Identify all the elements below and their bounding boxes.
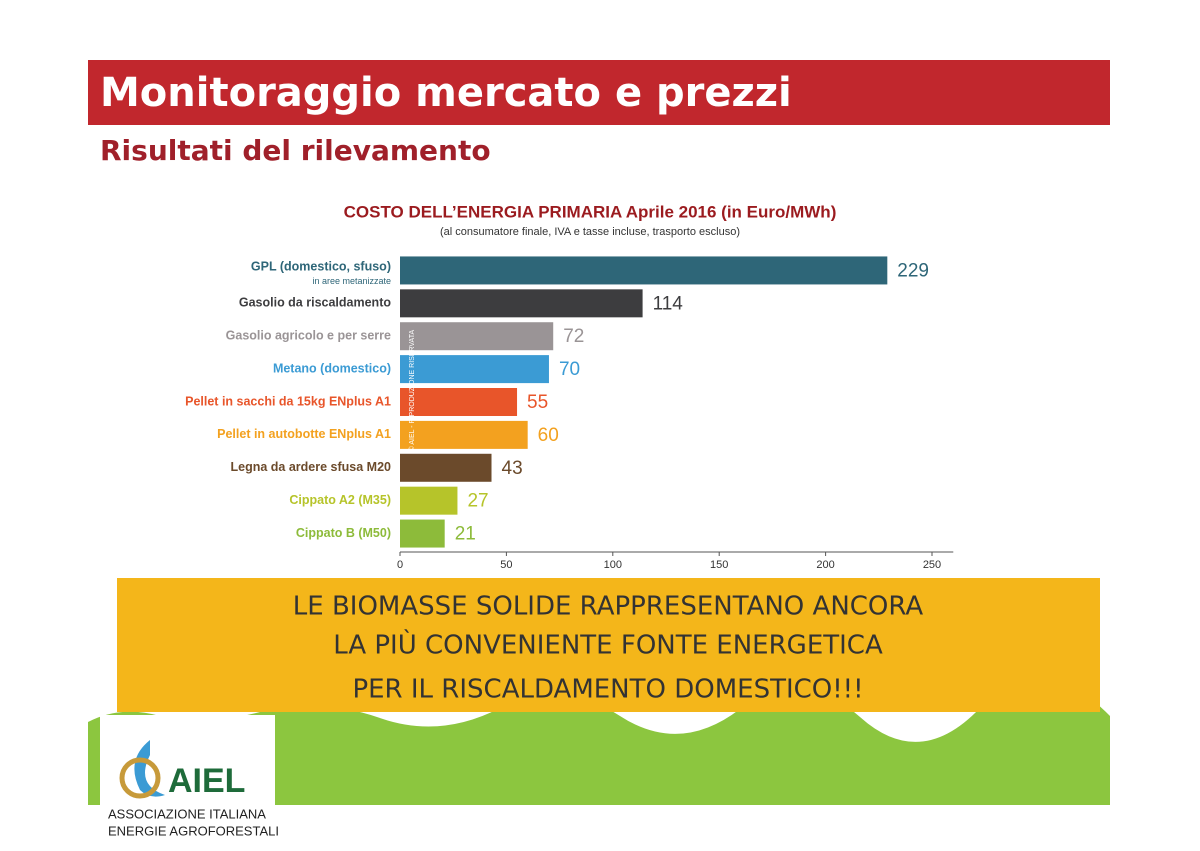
bar [400, 453, 492, 482]
category-label: Metano (domestico) [273, 361, 391, 375]
category-label: Gasolio da riscaldamento [239, 296, 391, 310]
chart: 0 50 100 150 200 250 GPL (domestico, sfuso) 229… [185, 256, 954, 571]
x-tick-label: 50 [500, 559, 512, 571]
header-bar [88, 60, 1110, 125]
category-label: Cippato A2 (M35) [289, 493, 391, 507]
bar [400, 420, 528, 449]
x-tick-label: 250 [923, 559, 941, 571]
value-label: 70 [559, 359, 580, 380]
logo-ring [119, 757, 161, 799]
logo-flame [134, 740, 165, 797]
value-label: 72 [563, 326, 584, 347]
category-label: Gasolio agricolo e per serre [226, 329, 391, 343]
category-label: Pellet in autobotte ENplus A1 [217, 427, 391, 441]
slide-subtitle: Risultati del rilevamento [100, 134, 491, 167]
category-note: in aree metanizzate [312, 276, 391, 286]
slide-title: Monitoraggio mercato e prezzi [100, 70, 792, 116]
bar [400, 256, 888, 285]
value-label: 27 [467, 491, 488, 512]
chart-subtitle: (al consumatore finale, IVA e tasse incl… [440, 226, 740, 238]
banner [117, 578, 1100, 712]
bar [400, 486, 458, 515]
value-label: 43 [502, 458, 523, 479]
value-label: 229 [897, 260, 929, 281]
logo-name: AIEL [168, 762, 245, 800]
bar [400, 355, 549, 384]
bar [400, 289, 643, 318]
chart-title: COSTO DELL’ENERGIA PRIMARIA Aprile 2016 … [344, 202, 837, 221]
category-label: Cippato B (M50) [296, 526, 391, 540]
x-tick-label: 100 [604, 559, 622, 571]
bar [400, 519, 445, 548]
category-label: Pellet in sacchi da 15kg ENplus A1 [185, 394, 391, 408]
value-label: 60 [538, 425, 559, 446]
banner-line: LA PIÙ CONVENIENTE FONTE ENERGETICA [333, 629, 883, 661]
logo-text: ENERGIE AGROFORESTALI [108, 823, 279, 838]
x-tick-label: 200 [816, 559, 834, 571]
value-label: 21 [455, 524, 476, 545]
watermark: © AIEL - RIPRODUZIONE RISERVATA [408, 330, 416, 452]
bar [400, 322, 554, 351]
banner-line: PER IL RISCALDAMENTO DOMESTICO!!! [352, 675, 863, 705]
banner-line: LE BIOMASSE SOLIDE RAPPRESENTANO ANCORA [293, 592, 924, 622]
category-label: GPL (domestico, sfuso) [251, 260, 391, 274]
x-tick-label: 150 [710, 559, 728, 571]
x-tick-label: 0 [397, 559, 403, 571]
category-label: Legna da ardere sfusa M20 [231, 460, 392, 474]
value-label: 55 [527, 392, 548, 413]
bar [400, 388, 518, 416]
value-label: 114 [653, 293, 684, 314]
logo-text: ASSOCIAZIONE ITALIANA [108, 806, 266, 821]
